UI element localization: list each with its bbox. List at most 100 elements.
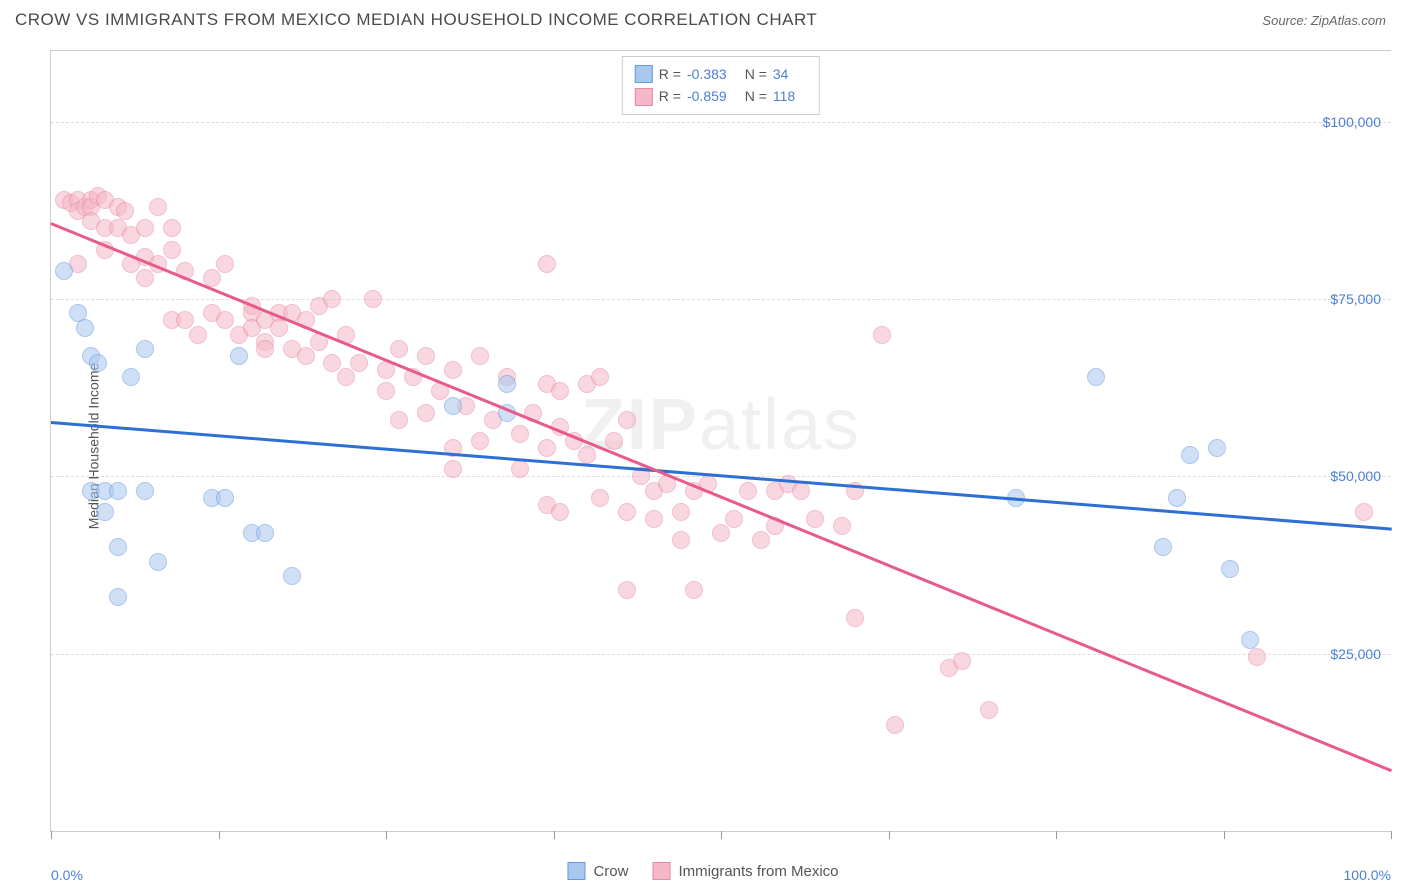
data-point (149, 198, 167, 216)
data-point (323, 354, 341, 372)
data-point (618, 581, 636, 599)
data-point (444, 460, 462, 478)
data-point (645, 510, 663, 528)
data-point (444, 397, 462, 415)
data-point (176, 311, 194, 329)
data-point (136, 482, 154, 500)
data-point (739, 482, 757, 500)
x-tick (1391, 831, 1392, 839)
data-point (712, 524, 730, 542)
data-point (55, 262, 73, 280)
data-point (216, 489, 234, 507)
data-point (337, 368, 355, 386)
data-point (163, 241, 181, 259)
y-tick-label: $25,000 (1330, 646, 1381, 662)
data-point (96, 503, 114, 521)
data-point (122, 368, 140, 386)
x-tick (386, 831, 387, 839)
crow-swatch-icon (567, 862, 585, 880)
data-point (591, 368, 609, 386)
x-tick (1056, 831, 1057, 839)
gridline (51, 122, 1391, 123)
data-point (1241, 631, 1259, 649)
data-point (216, 311, 234, 329)
data-point (685, 581, 703, 599)
data-point (149, 553, 167, 571)
data-point (1355, 503, 1373, 521)
data-point (256, 340, 274, 358)
data-point (417, 404, 435, 422)
data-point (270, 319, 288, 337)
data-point (1181, 446, 1199, 464)
data-point (591, 489, 609, 507)
data-point (980, 701, 998, 719)
chart-plot-area: ZIPatlas R = -0.383 N = 34 R = -0.859 N … (50, 50, 1391, 832)
data-point (297, 347, 315, 365)
data-point (350, 354, 368, 372)
data-point (886, 716, 904, 734)
data-point (109, 482, 127, 500)
x-tick (554, 831, 555, 839)
data-point (256, 524, 274, 542)
x-tick (51, 831, 52, 839)
data-point (136, 219, 154, 237)
y-tick-label: $100,000 (1323, 114, 1381, 130)
data-point (725, 510, 743, 528)
y-tick-label: $75,000 (1330, 291, 1381, 307)
data-point (471, 347, 489, 365)
trend-line (51, 222, 1393, 772)
data-point (953, 652, 971, 670)
correlation-legend: R = -0.383 N = 34 R = -0.859 N = 118 (622, 56, 820, 115)
series-legend: Crow Immigrants from Mexico (567, 862, 838, 880)
data-point (76, 319, 94, 337)
data-point (163, 219, 181, 237)
data-point (511, 460, 529, 478)
data-point (1248, 648, 1266, 666)
chart-header: CROW VS IMMIGRANTS FROM MEXICO MEDIAN HO… (0, 0, 1406, 35)
mexico-swatch-icon (652, 862, 670, 880)
data-point (498, 375, 516, 393)
x-tick (721, 831, 722, 839)
data-point (1221, 560, 1239, 578)
data-point (1154, 538, 1172, 556)
mexico-swatch-icon (635, 88, 653, 106)
data-point (230, 347, 248, 365)
data-point (833, 517, 851, 535)
data-point (377, 382, 395, 400)
data-point (390, 411, 408, 429)
data-point (417, 347, 435, 365)
data-point (538, 255, 556, 273)
data-point (511, 425, 529, 443)
x-tick (1224, 831, 1225, 839)
legend-row-crow: R = -0.383 N = 34 (635, 63, 807, 85)
data-point (89, 354, 107, 372)
data-point (551, 503, 569, 521)
data-point (873, 326, 891, 344)
chart-title: CROW VS IMMIGRANTS FROM MEXICO MEDIAN HO… (15, 10, 817, 30)
data-point (283, 567, 301, 585)
x-tick-label-right: 100.0% (1344, 867, 1391, 883)
data-point (323, 290, 341, 308)
x-tick (219, 831, 220, 839)
data-point (752, 531, 770, 549)
data-point (1208, 439, 1226, 457)
data-point (471, 432, 489, 450)
data-point (116, 202, 134, 220)
legend-row-mexico: R = -0.859 N = 118 (635, 85, 807, 107)
data-point (136, 340, 154, 358)
data-point (672, 531, 690, 549)
data-point (136, 269, 154, 287)
data-point (216, 255, 234, 273)
data-point (672, 503, 690, 521)
x-tick-label-left: 0.0% (51, 867, 83, 883)
data-point (618, 503, 636, 521)
data-point (551, 382, 569, 400)
data-point (189, 326, 207, 344)
legend-item-crow: Crow (567, 862, 628, 880)
data-point (1087, 368, 1105, 386)
data-point (444, 361, 462, 379)
chart-source: Source: ZipAtlas.com (1262, 13, 1386, 28)
data-point (1168, 489, 1186, 507)
data-point (109, 588, 127, 606)
data-point (605, 432, 623, 450)
